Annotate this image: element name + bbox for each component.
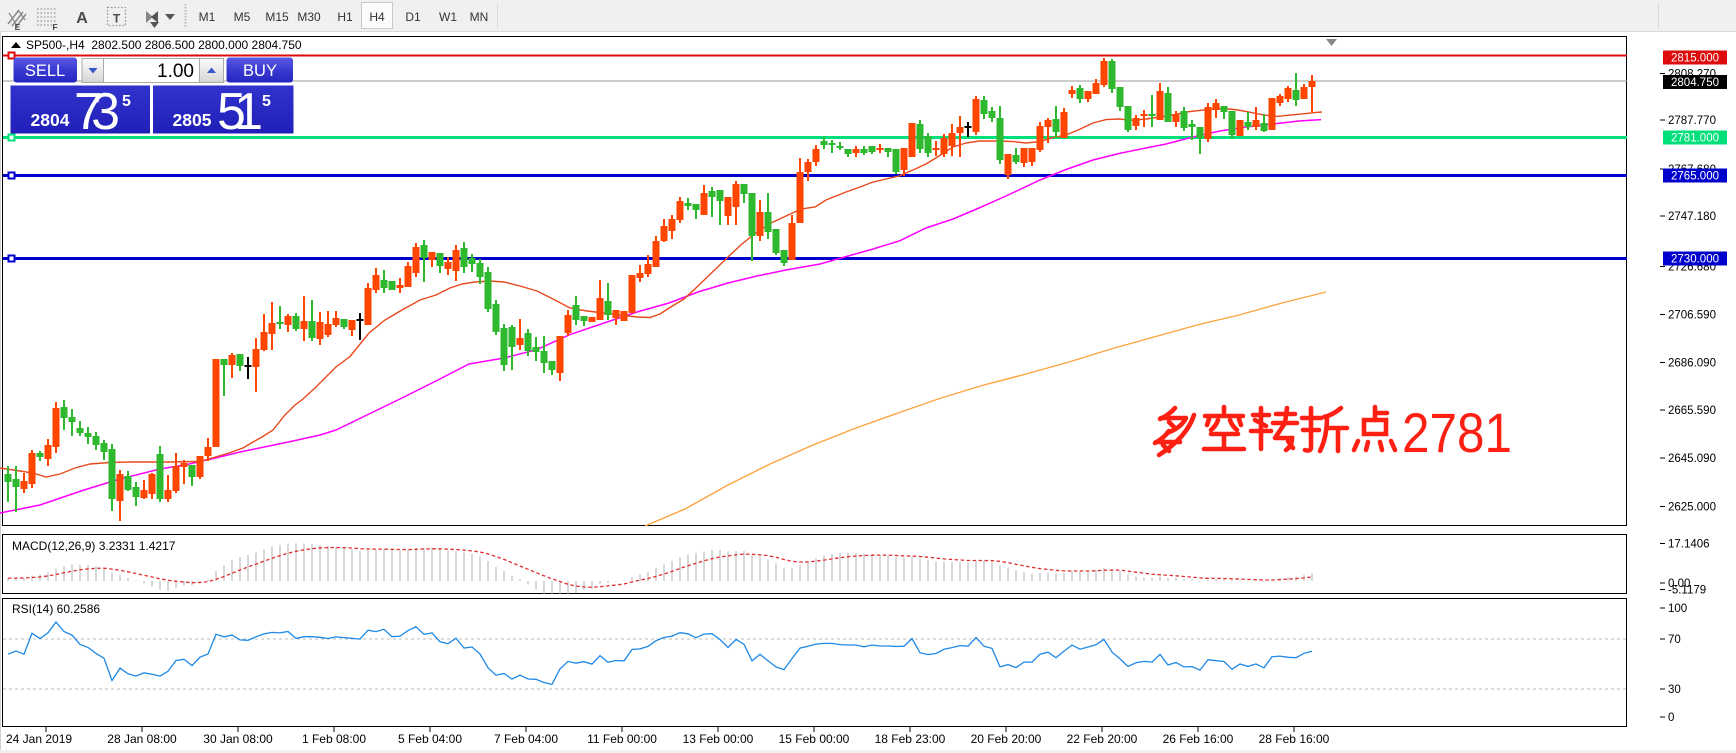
svg-text:2706.590: 2706.590 — [1668, 310, 1716, 322]
svg-text:H4: H4 — [369, 10, 385, 24]
svg-text:SP500-,H4 2802.500 2806.500 2: SP500-,H4 2802.500 2806.500 2800.000 280… — [26, 38, 302, 52]
svg-text:W1: W1 — [439, 10, 457, 24]
svg-text:51: 51 — [217, 83, 263, 141]
svg-text:0: 0 — [1668, 712, 1674, 724]
svg-text:2730.000: 2730.000 — [1671, 254, 1719, 266]
svg-text:5: 5 — [122, 93, 131, 110]
svg-text:30: 30 — [1668, 684, 1681, 696]
svg-text:D1: D1 — [405, 10, 421, 24]
svg-text:7 Feb 04:00: 7 Feb 04:00 — [494, 732, 558, 746]
svg-text:2747.180: 2747.180 — [1668, 211, 1716, 223]
svg-text:2765.000: 2765.000 — [1671, 171, 1719, 183]
svg-text:2787.770: 2787.770 — [1668, 115, 1716, 127]
svg-text:28 Jan 08:00: 28 Jan 08:00 — [107, 732, 177, 746]
svg-text:M5: M5 — [234, 10, 251, 24]
svg-text:20 Feb 20:00: 20 Feb 20:00 — [971, 732, 1042, 746]
svg-text:73: 73 — [74, 83, 120, 141]
svg-text:17.1406: 17.1406 — [1668, 539, 1710, 551]
svg-text:2804.750: 2804.750 — [1671, 77, 1719, 89]
svg-text:0.00: 0.00 — [1668, 578, 1690, 590]
svg-text:2804: 2804 — [31, 110, 70, 130]
svg-text:22 Feb 20:00: 22 Feb 20:00 — [1067, 732, 1138, 746]
svg-text:M30: M30 — [297, 10, 321, 24]
svg-text:13 Feb 00:00: 13 Feb 00:00 — [683, 732, 754, 746]
svg-text:5: 5 — [262, 93, 271, 110]
svg-text:15 Feb 00:00: 15 Feb 00:00 — [779, 732, 850, 746]
svg-text:5 Feb 04:00: 5 Feb 04:00 — [398, 732, 462, 746]
svg-text:2781.000: 2781.000 — [1671, 133, 1719, 145]
svg-text:2686.090: 2686.090 — [1668, 358, 1716, 370]
svg-text:18 Feb 23:00: 18 Feb 23:00 — [875, 732, 946, 746]
svg-text:11 Feb 00:00: 11 Feb 00:00 — [587, 732, 657, 746]
svg-text:2815.000: 2815.000 — [1671, 53, 1719, 65]
svg-text:1.00: 1.00 — [157, 61, 194, 82]
svg-text:100: 100 — [1668, 603, 1687, 615]
svg-text:2805: 2805 — [173, 110, 212, 130]
svg-text:26 Feb 16:00: 26 Feb 16:00 — [1163, 732, 1234, 746]
svg-text:M15: M15 — [265, 10, 289, 24]
svg-text:2781: 2781 — [1402, 401, 1512, 464]
svg-text:2625.000: 2625.000 — [1668, 502, 1716, 514]
svg-text:30 Jan 08:00: 30 Jan 08:00 — [203, 732, 273, 746]
svg-text:2645.090: 2645.090 — [1668, 453, 1716, 465]
svg-text:MN: MN — [470, 10, 489, 24]
svg-text:RSI(14) 60.2586: RSI(14) 60.2586 — [12, 602, 100, 616]
svg-text:28 Feb 16:00: 28 Feb 16:00 — [1259, 732, 1330, 746]
svg-text:2665.590: 2665.590 — [1668, 405, 1716, 417]
svg-text:-5.1179: -5.1179 — [1668, 585, 1706, 597]
svg-text:F: F — [52, 22, 57, 32]
svg-text:70: 70 — [1668, 634, 1681, 646]
svg-text:E: E — [15, 22, 21, 32]
svg-text:T: T — [113, 12, 121, 26]
svg-text:BUY: BUY — [243, 62, 277, 80]
svg-text:H1: H1 — [337, 10, 353, 24]
svg-text:1 Feb 08:00: 1 Feb 08:00 — [302, 732, 366, 746]
svg-text:MACD(12,26,9) 3.2331 1.4217: MACD(12,26,9) 3.2331 1.4217 — [12, 539, 176, 553]
svg-text:M1: M1 — [199, 10, 216, 24]
svg-text:SELL: SELL — [25, 62, 65, 80]
svg-text:A: A — [76, 10, 88, 27]
svg-text:24 Jan 2019: 24 Jan 2019 — [6, 732, 72, 746]
